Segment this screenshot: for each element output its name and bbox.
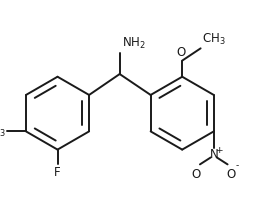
Text: F: F	[54, 166, 61, 180]
Text: NH$_2$: NH$_2$	[122, 36, 145, 51]
Text: O: O	[191, 168, 201, 181]
Text: N: N	[209, 148, 218, 161]
Text: CH$_3$: CH$_3$	[0, 124, 5, 139]
Text: O: O	[177, 46, 186, 60]
Text: -: -	[235, 161, 238, 170]
Text: O: O	[227, 168, 236, 181]
Text: CH$_3$: CH$_3$	[202, 32, 226, 47]
Text: +: +	[215, 146, 223, 155]
